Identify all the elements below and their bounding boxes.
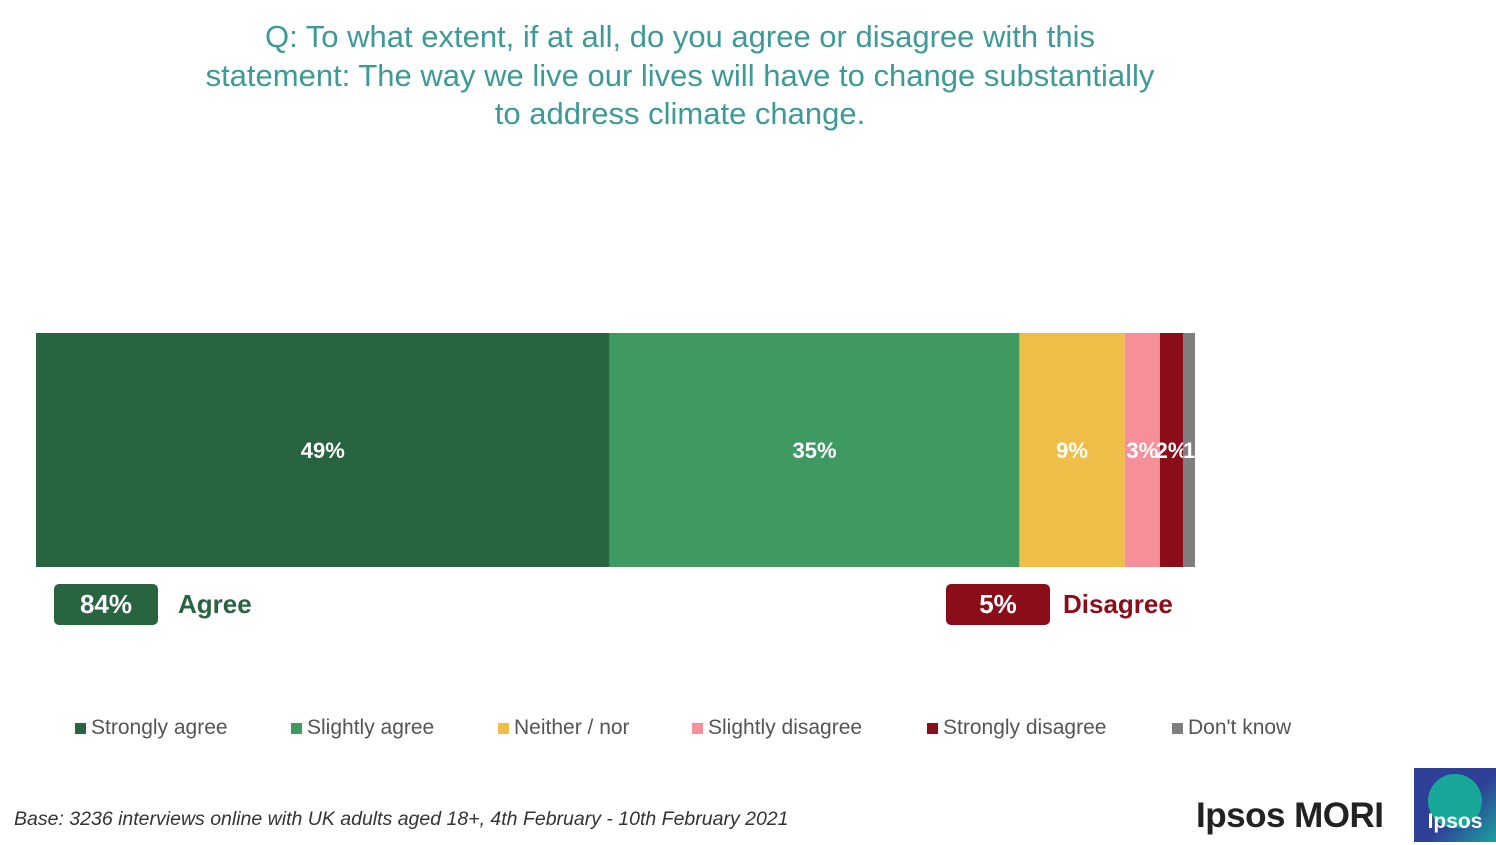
bar-segment-don-t-know bbox=[1183, 333, 1195, 567]
disagree-summary: 5% Disagree bbox=[946, 584, 1173, 625]
disagree-total-badge: 5% bbox=[946, 584, 1050, 625]
bar-segment-neither-nor bbox=[1019, 333, 1125, 567]
bar-segment-strongly-disagree bbox=[1159, 333, 1184, 567]
legend-swatch bbox=[498, 722, 509, 734]
disagree-label: Disagree bbox=[1063, 589, 1173, 619]
legend-item-strongly-disagree: Strongly disagree bbox=[927, 715, 1106, 741]
ipsos-logo-circle bbox=[1428, 774, 1482, 828]
bar-segment-strongly-agree bbox=[36, 333, 610, 567]
legend-swatch bbox=[692, 722, 703, 734]
base-footnote: Base: 3236 interviews online with UK adu… bbox=[14, 808, 789, 830]
chart-title: Q: To what extent, if at all, do you agr… bbox=[150, 18, 1210, 134]
data-label-strongly-agree: 49% bbox=[301, 438, 345, 463]
agree-label: Agree bbox=[178, 589, 252, 619]
data-label-neither-nor: 9% bbox=[1056, 438, 1088, 463]
legend-label: Slightly disagree bbox=[708, 716, 863, 739]
data-label-slightly-agree: 35% bbox=[792, 438, 836, 463]
ipsos-logo-wordmark: Ipsos bbox=[1427, 810, 1483, 833]
data-label-don-t-know: 1 bbox=[1183, 438, 1195, 463]
legend-label: Don't know bbox=[1188, 716, 1292, 739]
legend-swatch bbox=[927, 722, 938, 734]
legend-label: Neither / nor bbox=[514, 716, 630, 739]
legend-swatch bbox=[291, 722, 302, 734]
legend-swatch bbox=[1172, 722, 1183, 734]
data-label-slightly-disagree: 3% bbox=[1126, 438, 1158, 463]
legend-item-slightly-agree: Slightly agree bbox=[291, 715, 434, 741]
legend-label: Strongly disagree bbox=[943, 716, 1107, 739]
agree-total-badge: 84% bbox=[54, 584, 158, 625]
chart-title-line-1: Q: To what extent, if at all, do you agr… bbox=[265, 19, 1095, 54]
chart-title-line-2: statement: The way we live our lives wil… bbox=[205, 57, 1155, 93]
legend-item-dont-know: Don't know bbox=[1172, 715, 1291, 741]
ipsos-logo: Ipsos bbox=[1414, 768, 1496, 842]
agree-summary: 84% Agree bbox=[54, 584, 252, 625]
legend-swatch bbox=[75, 722, 86, 734]
bar-segment-slightly-agree bbox=[609, 333, 1020, 567]
chart-title-line-3: to address climate change. bbox=[494, 96, 866, 131]
bar-segment-slightly-disagree bbox=[1124, 333, 1160, 567]
data-label-strongly-disagree: 2% bbox=[1156, 438, 1188, 463]
legend-label: Slightly agree bbox=[307, 716, 435, 739]
legend-item-slightly-disagree: Slightly disagree bbox=[692, 715, 862, 741]
legend-item-strongly-agree: Strongly agree bbox=[75, 715, 228, 741]
legend-item-neither-nor: Neither / nor bbox=[498, 715, 630, 741]
ipsos-mori-brand: Ipsos MORI bbox=[1196, 796, 1384, 835]
legend-label: Strongly agree bbox=[91, 716, 228, 739]
